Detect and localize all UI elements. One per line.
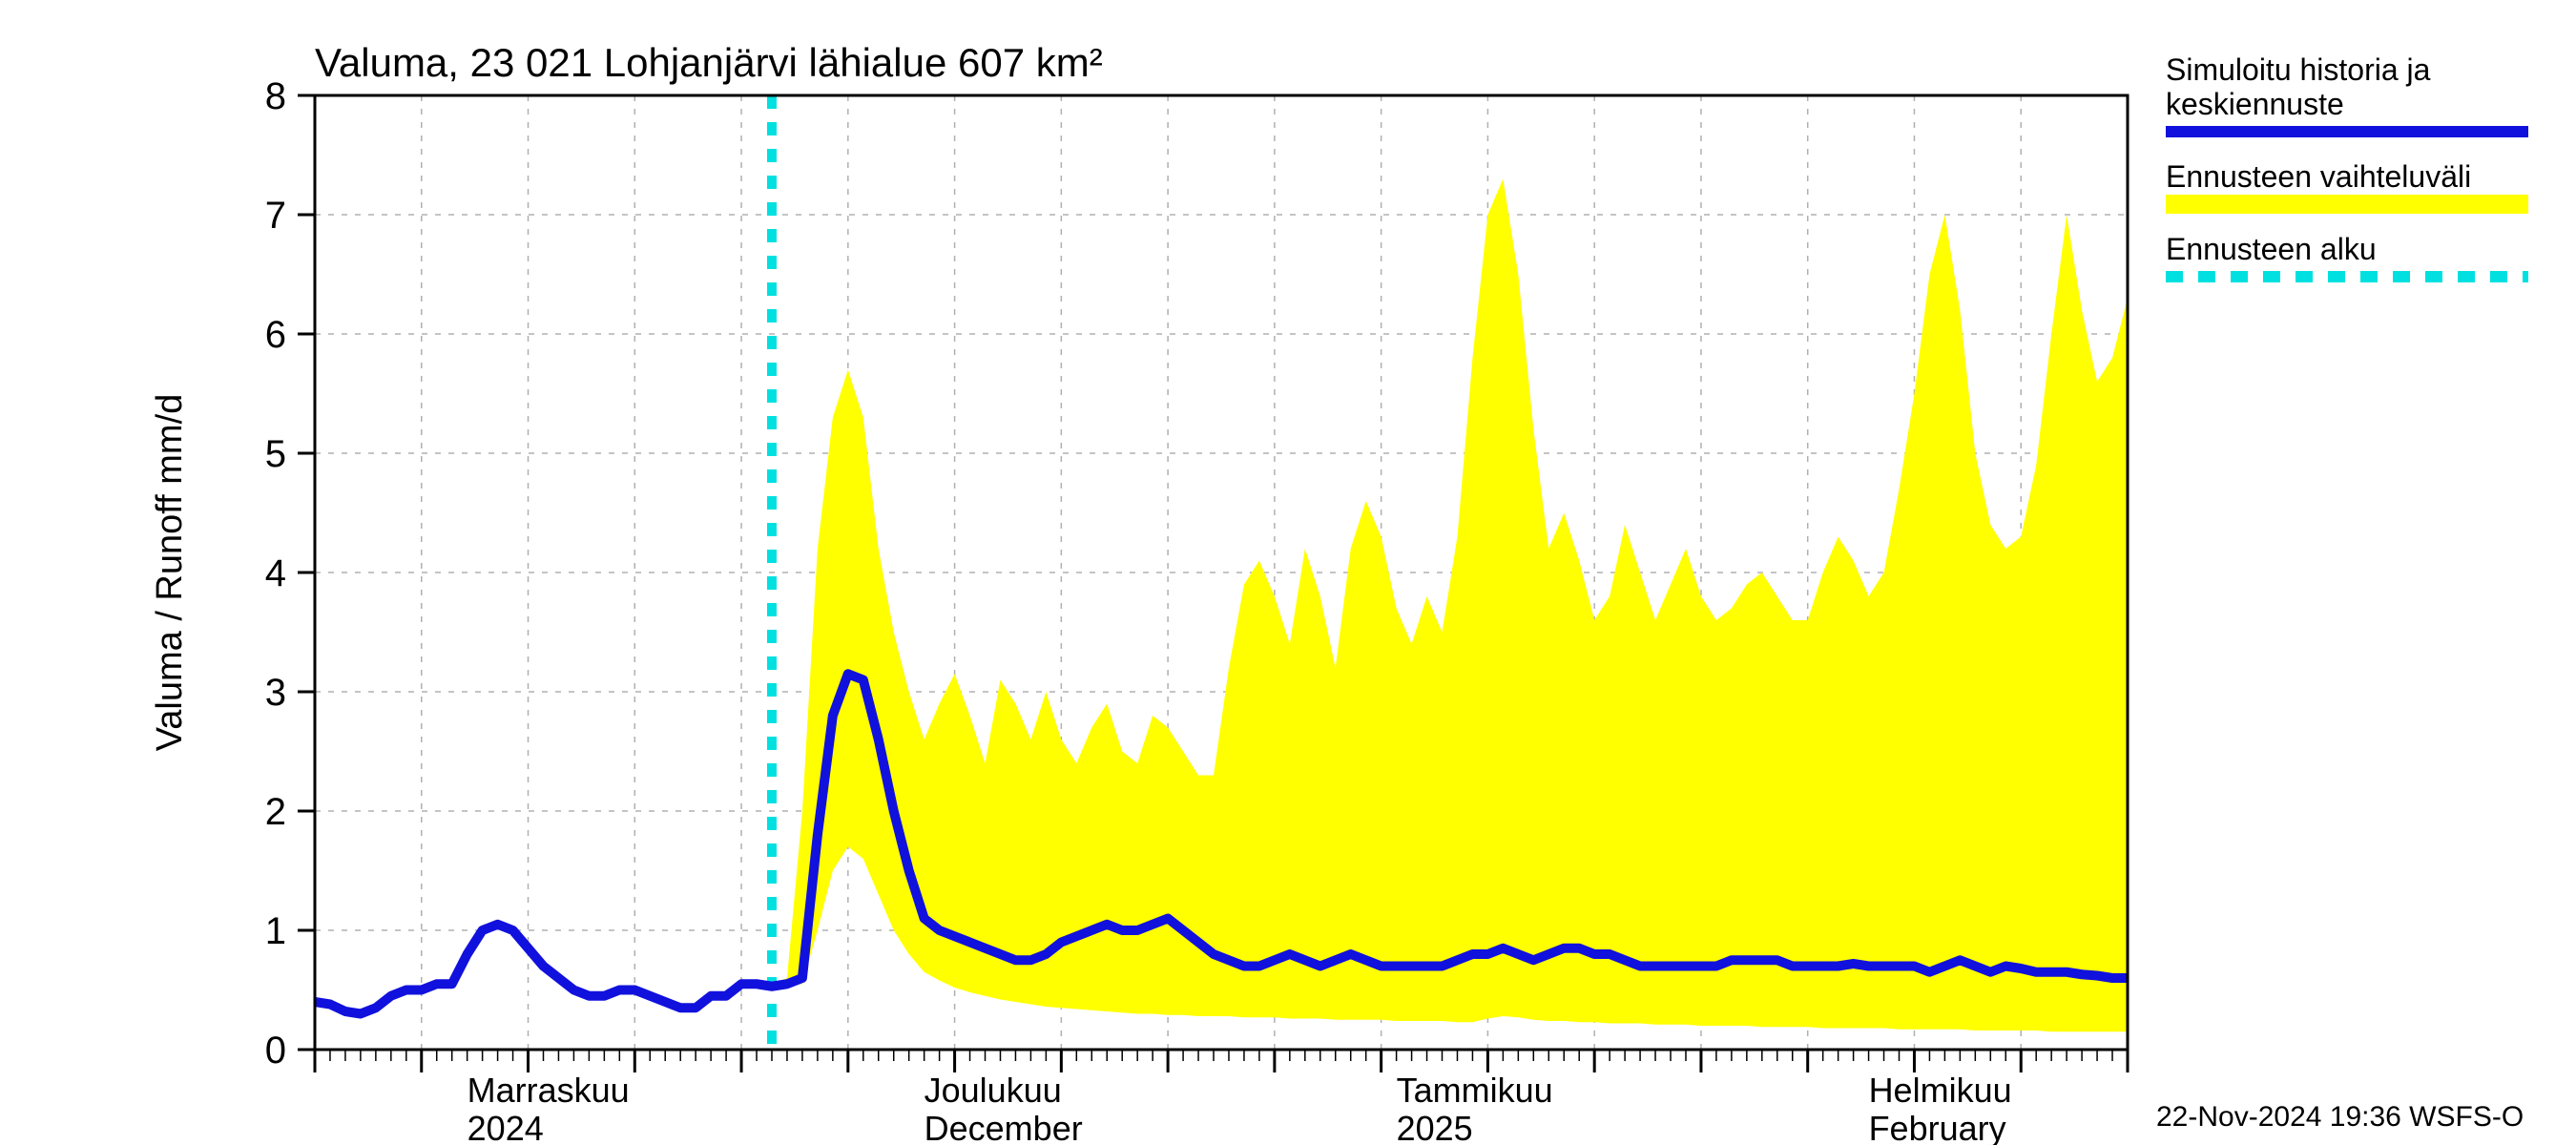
y-tick-label: 7: [265, 195, 286, 237]
legend-label: Ennusteen vaihteluväli: [2166, 159, 2471, 194]
x-month-sublabel: 2025: [1397, 1109, 1473, 1145]
chart-title: Valuma, 23 021 Lohjanjärvi lähialue 607 …: [315, 40, 1103, 85]
legend-swatch-range: [2166, 195, 2528, 214]
y-tick-label: 4: [265, 552, 286, 594]
y-tick-label: 3: [265, 672, 286, 714]
forecast-range-area: [315, 179, 2128, 1032]
legend-label: Ennusteen alku: [2166, 232, 2377, 266]
y-tick-label: 8: [265, 75, 286, 117]
legend-label: keskiennuste: [2166, 87, 2344, 121]
chart-svg: 0 1 2 3 4 5 6 7 8 Marraskuu2024 JoulukuuDecember Ta…: [0, 0, 2576, 1145]
x-month-sublabel: February: [1869, 1109, 2006, 1145]
runoff-chart: 0 1 2 3 4 5 6 7 8 Marraskuu2024 JoulukuuDecember Ta…: [0, 0, 2576, 1145]
x-month-label: Marraskuu: [467, 1071, 630, 1110]
y-tick-label: 1: [265, 910, 286, 952]
x-month-label: Joulukuu: [924, 1071, 1062, 1110]
x-month-label: Helmikuu: [1869, 1071, 2012, 1110]
x-month-sublabel: 2024: [467, 1109, 544, 1145]
legend-label: Simuloitu historia ja: [2166, 52, 2431, 87]
y-tick-label: 5: [265, 433, 286, 475]
x-month-label: Tammikuu: [1397, 1071, 1553, 1110]
chart-footer: 22-Nov-2024 19:36 WSFS-O: [2156, 1101, 2524, 1133]
x-month-sublabel: December: [924, 1109, 1083, 1145]
y-tick-label: 6: [265, 314, 286, 356]
y-tick-label: 2: [265, 791, 286, 833]
y-tick-label: 0: [265, 1030, 286, 1072]
y-axis-label: Valuma / Runoff mm/d: [150, 394, 190, 752]
